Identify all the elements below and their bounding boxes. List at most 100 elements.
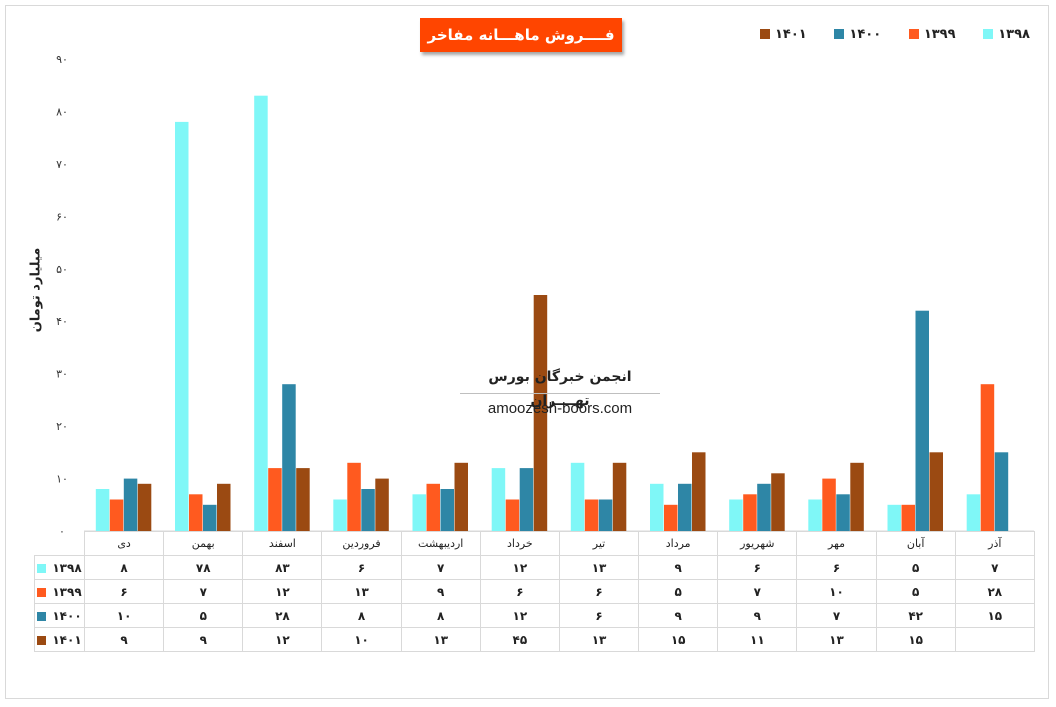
legend-label: ۱۴۰۱ <box>775 26 807 42</box>
data-label: ۱۵ <box>954 603 1035 628</box>
bar <box>189 494 203 531</box>
x-tick-label: مرداد <box>638 531 719 556</box>
table-row-header: ۱۳۹۸ <box>34 555 85 580</box>
bar <box>929 452 943 531</box>
bar <box>584 499 599 531</box>
legend-label: ۱۳۹۸ <box>998 26 1030 42</box>
bar <box>454 462 468 531</box>
bar <box>836 494 850 531</box>
legend-swatch <box>983 29 994 39</box>
bar <box>282 384 296 531</box>
table-row-header: ۱۴۰۰ <box>34 603 85 628</box>
data-label: ۱۲ <box>242 579 323 604</box>
legend-item: ۱۳۹۸ <box>983 24 1030 44</box>
legend-item: ۱۳۹۹ <box>908 24 956 44</box>
data-label: ۸ <box>321 603 402 628</box>
bar <box>109 499 124 531</box>
x-tick-label: اردیبهشت <box>400 531 481 556</box>
data-label: ۹ <box>638 555 719 580</box>
data-label: ۱۳ <box>558 627 640 652</box>
bar <box>822 478 836 531</box>
series-name: ۱۳۹۹ <box>52 584 82 599</box>
bar <box>137 483 152 531</box>
legend-swatch <box>37 635 47 645</box>
data-label: ۹ <box>717 603 798 628</box>
bar <box>757 483 771 531</box>
table-row: ۱۴۰۰ ۱۰ ۵ ۲۸ ۸ ۸ ۱۲ ۶ ۹ ۹ ۷ ۴۲ ۱۵ <box>34 603 1035 628</box>
data-label: ۴۲ <box>875 603 956 628</box>
data-label: ۸ <box>400 603 481 628</box>
bar <box>743 494 757 531</box>
data-label: ۵ <box>163 603 244 628</box>
data-label: ۷ <box>717 579 798 604</box>
data-label: ۶ <box>717 555 798 580</box>
bar <box>217 483 231 531</box>
x-tick-label: مهر <box>796 531 877 556</box>
bar <box>254 95 268 531</box>
legend-swatch <box>908 29 919 39</box>
bar <box>966 494 981 531</box>
bar <box>994 452 1009 531</box>
data-label: ۱۳ <box>321 579 402 604</box>
bar <box>771 473 785 531</box>
x-tick-label: خرداد <box>479 531 560 556</box>
data-label: ۱۵ <box>875 627 956 652</box>
data-label <box>954 627 1035 652</box>
data-label: ۱۰ <box>83 603 165 628</box>
data-label: ۱۲ <box>479 603 560 628</box>
x-tick-label: فروردین <box>321 531 402 556</box>
y-tick-label: ۱۰ <box>56 473 68 486</box>
data-label: ۷ <box>954 555 1035 580</box>
legend-label: ۱۴۰۰ <box>849 26 882 42</box>
bar <box>123 478 138 531</box>
legend-swatch <box>760 29 770 39</box>
watermark-url: amoozesh-boors.com <box>487 400 633 417</box>
x-tick-label: آبان <box>875 531 956 556</box>
y-tick-label: ۵۰ <box>56 263 68 276</box>
bar <box>692 452 706 531</box>
bar <box>426 483 440 531</box>
watermark-divider <box>460 393 660 394</box>
legend: ۱۳۹۸ ۱۳۹۹ ۱۴۰۰ ۱۴۰۱ <box>760 24 1030 44</box>
y-tick-label: ۹۰ <box>56 53 68 66</box>
watermark-title: انجمن خبرگان بورس تهــــران <box>488 369 632 409</box>
data-label: ۹ <box>400 579 481 604</box>
x-tick-label: تیر <box>558 531 640 556</box>
x-tick-label: آذر <box>954 531 1035 556</box>
bar <box>491 468 506 531</box>
data-label: ۶ <box>558 579 640 604</box>
data-table: دی بهمن اسفند فروردین اردیبهشت خرداد تیر مرداد ش… <box>34 531 1035 652</box>
data-label: ۶ <box>558 603 640 628</box>
bar <box>915 310 929 531</box>
bar <box>664 504 678 531</box>
bar <box>850 462 864 531</box>
data-label: ۶ <box>83 579 165 604</box>
chart-title: فــــروش ماهـــانه مفاخر <box>420 18 622 52</box>
x-tick-label: دی <box>83 531 165 556</box>
table-row: ۱۳۹۸ ۸ ۷۸ ۸۳ ۶ ۷ ۱۲ ۱۳ ۹ ۶ ۶ ۵ ۷ <box>34 555 1035 580</box>
bar <box>203 504 217 531</box>
data-label: ۹ <box>83 627 165 652</box>
bar <box>95 489 110 531</box>
bar <box>519 468 534 531</box>
data-label: ۶ <box>796 555 877 580</box>
data-label: ۵ <box>638 579 719 604</box>
data-label: ۱۲ <box>242 627 323 652</box>
legend-swatch <box>37 587 47 597</box>
table-row: ۱۴۰۱ ۹ ۹ ۱۲ ۱۰ ۱۳ ۴۵ ۱۳ ۱۵ ۱۱ ۱۳ ۱۵ <box>34 627 1035 652</box>
bar <box>598 499 613 531</box>
bar <box>650 483 664 531</box>
y-tick-label: ۸۰ <box>56 105 68 118</box>
table-corner <box>35 532 85 556</box>
y-tick-label: ۴۰ <box>56 315 68 328</box>
legend-item: ۱۴۰۱ <box>760 24 807 44</box>
data-label: ۱۰ <box>321 627 402 652</box>
bar <box>612 462 627 531</box>
bar <box>505 499 520 531</box>
data-label: ۴۵ <box>479 627 560 652</box>
data-label: ۱۳ <box>400 627 481 652</box>
data-label: ۷۸ <box>163 555 244 580</box>
series-name: ۱۳۹۸ <box>52 560 82 575</box>
bar <box>412 494 426 531</box>
x-tick-label: اسفند <box>242 531 323 556</box>
